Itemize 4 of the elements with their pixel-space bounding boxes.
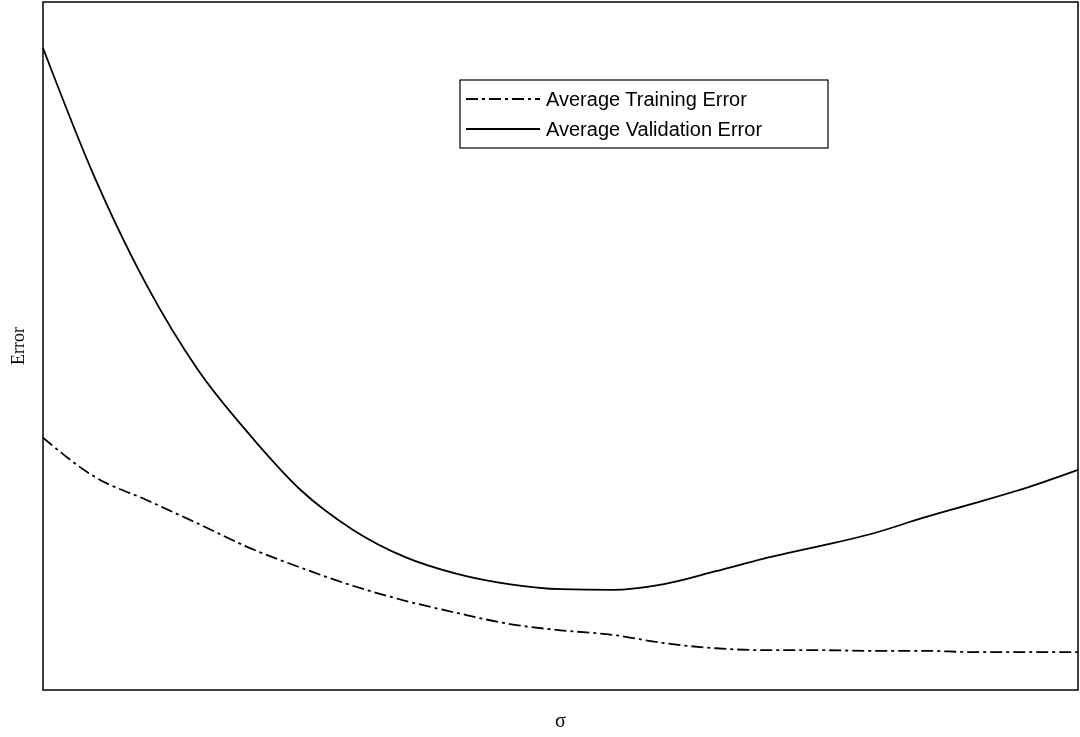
legend-label: Average Training Error: [546, 88, 748, 110]
legend-label: Average Validation Error: [546, 118, 763, 140]
y-axis-title: Error: [8, 327, 28, 365]
x-axis-title: σ: [555, 709, 567, 731]
